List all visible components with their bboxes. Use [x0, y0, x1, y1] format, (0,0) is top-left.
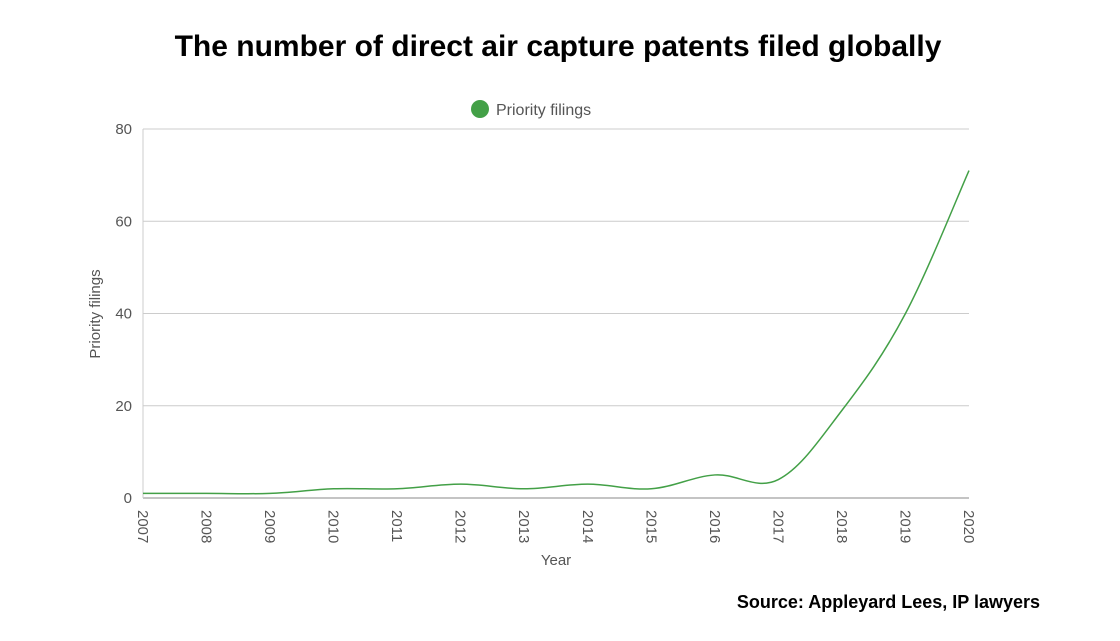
x-tick-label: 2020: [960, 510, 977, 543]
x-tick-label: 2012: [452, 510, 469, 543]
y-tick-label: 0: [124, 490, 132, 507]
chart-title: The number of direct air capture patents…: [174, 30, 942, 63]
x-tick-label: 2015: [642, 510, 659, 543]
x-tick-label: 2013: [515, 510, 532, 543]
x-tick-label: 2017: [769, 510, 786, 543]
x-tick-label: 2007: [134, 510, 151, 543]
x-tick-label: 2010: [325, 510, 342, 543]
x-tick-label: 2019: [896, 510, 913, 543]
y-axis-ticks: 0 20 40 60 80: [115, 121, 132, 507]
x-tick-label: 2018: [833, 510, 850, 543]
y-tick-label: 80: [115, 121, 132, 138]
x-tick-label: 2008: [198, 510, 215, 543]
x-tick-label: 2009: [261, 510, 278, 543]
x-tick-label: 2014: [579, 510, 596, 543]
x-axis-ticks: 2007 2008 2009 2010 2011 2012 2013 2014 2015 2016…: [134, 510, 977, 543]
legend-marker: [471, 100, 489, 118]
y-tick-label: 20: [115, 398, 132, 415]
y-tick-label: 60: [115, 213, 132, 230]
source-note: Source: Appleyard Lees, IP lawyers: [736, 592, 1040, 612]
legend-label: Priority filings: [496, 102, 591, 119]
y-tick-label: 40: [115, 306, 132, 323]
gridlines: [143, 128, 969, 407]
series-line-priority-filings: [143, 170, 970, 495]
legend[interactable]: Priority filings: [471, 100, 591, 119]
x-tick-label: 2011: [388, 510, 405, 542]
y-axis-title: Priority filings: [87, 269, 104, 358]
x-axis-title: Year: [541, 552, 571, 569]
x-tick-label: 2016: [706, 510, 723, 543]
